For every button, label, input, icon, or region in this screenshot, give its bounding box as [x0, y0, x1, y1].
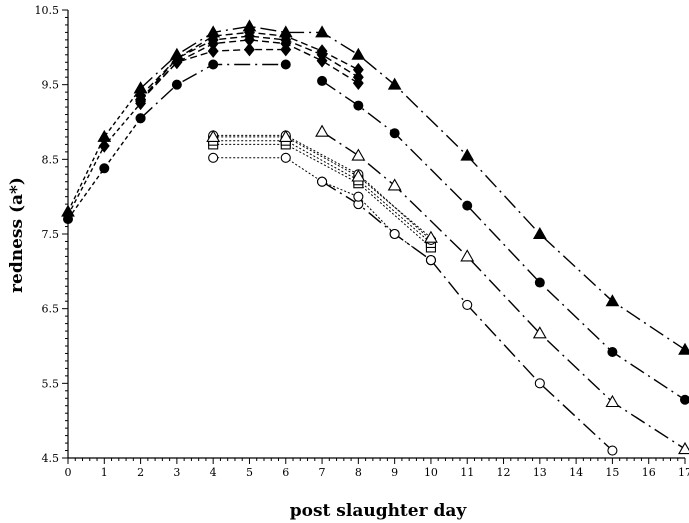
circle-filled-marker — [171, 79, 182, 90]
triangle-open-marker — [206, 129, 221, 142]
triangle-open-marker — [351, 169, 366, 182]
series-line — [213, 136, 432, 239]
x-tick-label: 10 — [424, 466, 438, 479]
circle-filled-marker — [353, 100, 364, 111]
triangle-filled-marker — [97, 129, 112, 142]
y-tick-label: 8.5 — [42, 153, 60, 166]
circle-open-marker — [534, 378, 545, 389]
triangle-filled-marker — [170, 47, 184, 60]
x-tick-label: 6 — [282, 466, 289, 479]
circle-filled-marker — [462, 200, 473, 211]
circle-open-marker — [208, 152, 219, 163]
circle-filled-marker — [317, 75, 328, 86]
series-line — [321, 80, 686, 401]
x-tick-label: 3 — [173, 466, 180, 479]
series-line — [213, 140, 432, 244]
diamond-filled-marker — [207, 44, 219, 58]
circle-open-marker — [389, 228, 400, 240]
x-tick-label: 1 — [101, 466, 108, 479]
x-tick-label: 5 — [246, 466, 253, 479]
circle-filled-marker — [607, 346, 618, 357]
triangle-open-marker — [423, 230, 438, 243]
triangle-filled-marker — [351, 47, 366, 60]
series-line — [213, 157, 432, 261]
circle-open-marker — [462, 299, 473, 310]
x-tick-label: 13 — [533, 466, 547, 479]
diamond-filled-marker — [316, 53, 328, 68]
series-line — [140, 25, 686, 351]
diamond-filled-marker — [352, 76, 364, 90]
triangle-filled-marker — [678, 342, 689, 355]
x-tick-label: 7 — [319, 466, 326, 479]
series-line — [140, 63, 286, 119]
circle-filled-marker — [280, 59, 291, 70]
x-tick-label: 17 — [678, 466, 689, 479]
circle-open-marker — [280, 152, 291, 163]
series-lines — [67, 25, 686, 452]
triangle-filled-marker — [605, 294, 620, 307]
series-line — [213, 143, 432, 248]
triangle-filled-marker — [206, 25, 221, 38]
diamond-filled-marker — [244, 42, 255, 57]
triangle-open-marker — [278, 129, 293, 142]
circle-filled-marker — [389, 128, 400, 139]
circle-filled-marker — [99, 163, 110, 174]
triangle-filled-marker — [133, 81, 148, 94]
circle-open-marker — [353, 191, 364, 202]
triangle-filled-marker — [242, 19, 257, 32]
triangle-filled-marker — [532, 226, 547, 239]
circle-filled-marker — [208, 59, 219, 70]
y-tick-label: 6.5 — [42, 303, 60, 316]
circle-open-marker — [607, 445, 618, 456]
diamond-filled-marker — [135, 92, 147, 107]
y-tick-label: 5.5 — [42, 377, 60, 390]
circle-filled-marker — [135, 113, 146, 124]
series-markers — [61, 19, 689, 456]
triangle-open-marker — [315, 124, 330, 137]
x-tick-label: 2 — [137, 466, 144, 479]
y-axis-title: redness (a*) — [7, 177, 27, 293]
x-tick-label: 16 — [642, 466, 656, 479]
triangle-filled-marker — [278, 25, 293, 38]
x-tick-label: 4 — [210, 466, 217, 479]
triangle-open-marker — [532, 326, 547, 339]
circle-open-marker — [317, 176, 328, 187]
y-tick-label: 7.5 — [42, 228, 60, 241]
series-line — [430, 259, 613, 452]
y-tick-label: 10.5 — [35, 4, 60, 17]
series-line — [67, 102, 142, 216]
series-line — [321, 131, 686, 450]
diamond-filled-marker — [98, 139, 110, 153]
x-tick-label: 14 — [569, 466, 583, 479]
x-tick-label: 9 — [391, 466, 398, 479]
x-tick-label: 12 — [497, 466, 511, 479]
x-tick-label: 11 — [460, 466, 474, 479]
triangle-filled-marker — [460, 148, 475, 161]
series-line — [213, 134, 432, 241]
triangle-open-marker — [351, 148, 366, 161]
x-tick-label: 15 — [605, 466, 619, 479]
triangle-open-marker — [678, 441, 689, 455]
triangle-open-marker — [387, 178, 402, 191]
circle-filled-marker — [63, 214, 73, 225]
circle-filled-marker — [680, 394, 689, 405]
diamond-filled-marker — [280, 42, 292, 57]
circle-open-marker — [425, 255, 436, 266]
axes: 0 1 2 3 4 5 6 7 8 9 10 11 12 13 14 15 16 174.55.56.57.58.… — [35, 4, 689, 479]
triangle-filled-marker — [387, 77, 402, 90]
series-line — [321, 181, 432, 261]
triangle-filled-marker — [315, 25, 329, 38]
x-tick-label: 0 — [65, 466, 72, 479]
triangle-open-marker — [460, 249, 475, 262]
circle-filled-marker — [534, 277, 545, 288]
x-axis-title: post slaughter day — [290, 501, 468, 521]
y-tick-label: 4.5 — [42, 452, 60, 465]
y-tick-label: 9.5 — [42, 79, 60, 92]
triangle-open-marker — [605, 394, 620, 408]
x-tick-label: 8 — [355, 466, 362, 479]
